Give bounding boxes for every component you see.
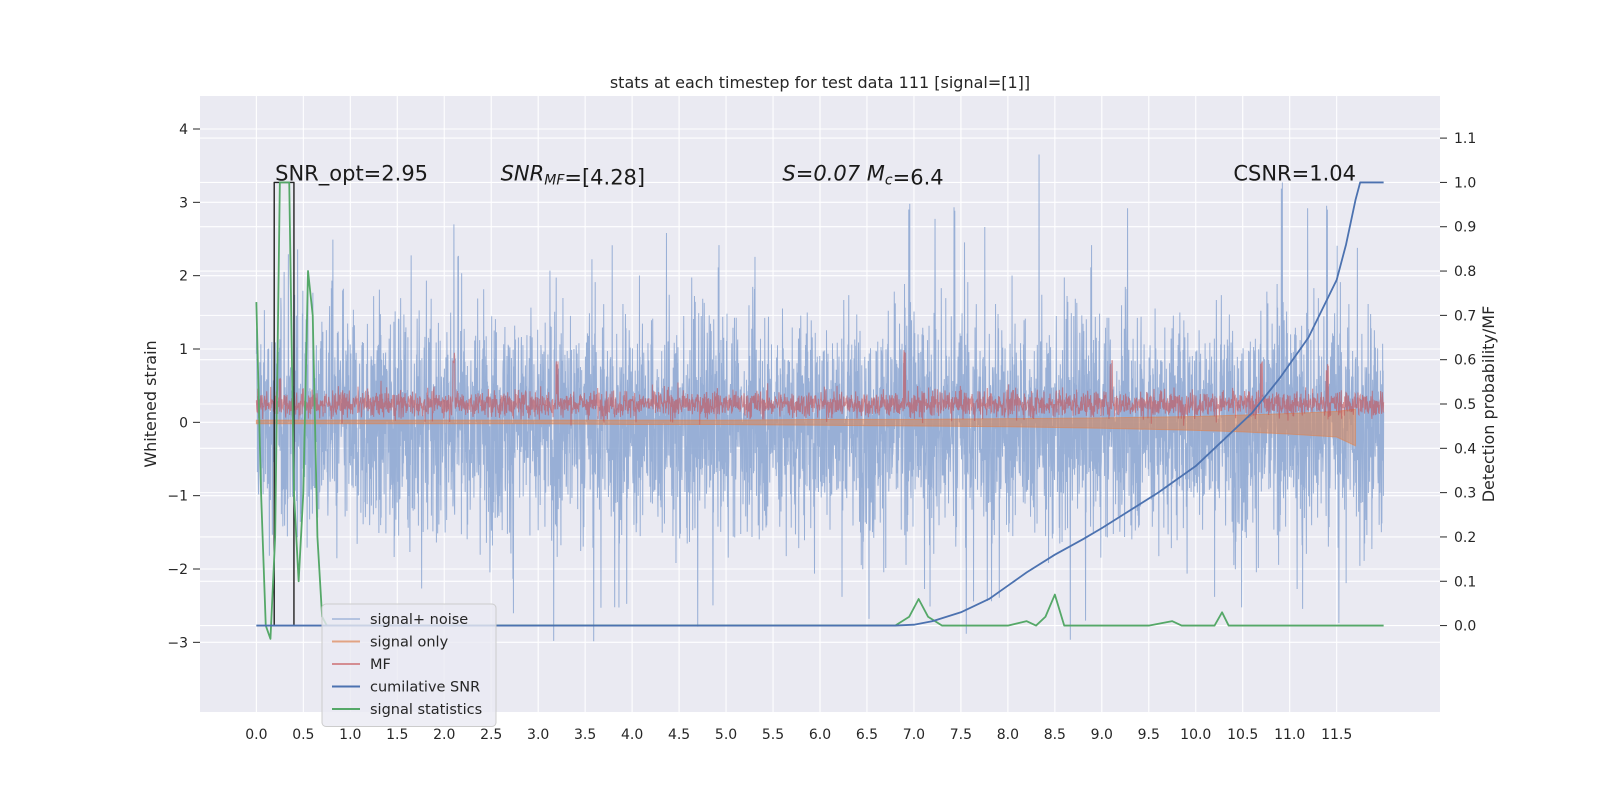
annotation-4: CSNR=1.04 xyxy=(1233,161,1356,185)
series-mf xyxy=(255,350,1385,426)
x-tick-label: 10.0 xyxy=(1180,727,1211,743)
y-tick-label: 0 xyxy=(179,415,188,431)
legend-label: MF xyxy=(370,657,391,673)
legend-label: signal statistics xyxy=(370,702,482,718)
x-tick-label: 8.5 xyxy=(1044,727,1066,743)
series-layer xyxy=(255,154,1385,642)
x-tick-label: 9.0 xyxy=(1091,727,1113,743)
legend-label: signal only xyxy=(370,635,449,651)
y2-tick-label: 0.3 xyxy=(1454,486,1476,502)
y2-tick-label: 0.0 xyxy=(1454,619,1476,635)
x-tick-label: 11.0 xyxy=(1274,727,1305,743)
annotation-2: SNRMF=[4.28] xyxy=(501,161,646,189)
series-signal-noise xyxy=(255,154,1385,642)
annotations: SNR_opt=2.95 SNRMF=[4.28] S=0.07 Mc=6.4 CSN… xyxy=(275,161,1356,189)
x-tick-label: 10.5 xyxy=(1227,727,1258,743)
y-tick-label: 2 xyxy=(179,269,188,285)
x-tick-label: 4.5 xyxy=(668,727,690,743)
y2-tick-label: 0.7 xyxy=(1454,308,1476,324)
y2-tick-label: 0.9 xyxy=(1454,220,1476,236)
ticks: 0.0 0.5 1.0 1.5 2.0 2.5 3.0 3.5 4.0 4.5 5.0 5.5 6.0 6… xyxy=(167,122,1476,743)
x-tick-label: 3.0 xyxy=(527,727,549,743)
series-signal-only xyxy=(255,408,1356,447)
x-tick-label: 2.0 xyxy=(433,727,455,743)
y2-tick-label: 0.4 xyxy=(1454,441,1476,457)
x-tick-label: 2.5 xyxy=(480,727,502,743)
y-tick-label: 4 xyxy=(179,122,188,138)
x-tick-label: 6.5 xyxy=(856,727,878,743)
y2-tick-label: 1.0 xyxy=(1454,175,1476,191)
y2-tick-label: 0.2 xyxy=(1454,530,1476,546)
x-tick-label: 8.0 xyxy=(997,727,1019,743)
y-tick-label: 3 xyxy=(179,195,188,211)
x-tick-label: 6.0 xyxy=(809,727,831,743)
x-tick-label: 1.5 xyxy=(386,727,408,743)
annotation-1: SNR_opt=2.95 xyxy=(275,161,428,186)
y2-axis-label: Detection probability/MF xyxy=(1479,306,1498,503)
y2-tick-label: 0.8 xyxy=(1454,264,1476,280)
x-tick-label: 3.5 xyxy=(574,727,596,743)
x-tick-label: 5.5 xyxy=(762,727,784,743)
x-tick-label: 0.5 xyxy=(292,727,314,743)
x-tick-label: 1.0 xyxy=(339,727,361,743)
y-tick-label: −1 xyxy=(167,489,188,505)
legend-box xyxy=(321,603,497,727)
x-tick-label: 0.0 xyxy=(245,727,267,743)
series-cumulative-snr xyxy=(256,181,1384,627)
y2-tick-label: 0.1 xyxy=(1454,574,1476,590)
annotation-3: S=0.07 Mc=6.4 xyxy=(782,161,943,189)
legend: signal+ noise signal only MF cumilative SNR… xyxy=(321,603,497,727)
y-tick-label: −3 xyxy=(167,635,188,651)
y-tick-label: 1 xyxy=(179,342,188,358)
x-tick-label: 7.5 xyxy=(950,727,972,743)
x-tick-label: 4.0 xyxy=(621,727,643,743)
x-tick-label: 9.5 xyxy=(1138,727,1160,743)
y2-tick-label: 1.1 xyxy=(1454,131,1476,147)
y-tick-label: −2 xyxy=(167,562,188,578)
legend-label: signal+ noise xyxy=(370,612,468,628)
legend-label: cumilative SNR xyxy=(370,680,480,696)
x-tick-label: 5.0 xyxy=(715,727,737,743)
y2-tick-label: 0.6 xyxy=(1454,353,1476,369)
y2-tick-label: 0.5 xyxy=(1454,397,1476,413)
x-tick-label: 7.0 xyxy=(903,727,925,743)
y-axis-label: Whitened strain xyxy=(141,340,160,467)
x-tick-label: 11.5 xyxy=(1321,727,1352,743)
chart-title: stats at each timestep for test data 111… xyxy=(610,73,1030,92)
